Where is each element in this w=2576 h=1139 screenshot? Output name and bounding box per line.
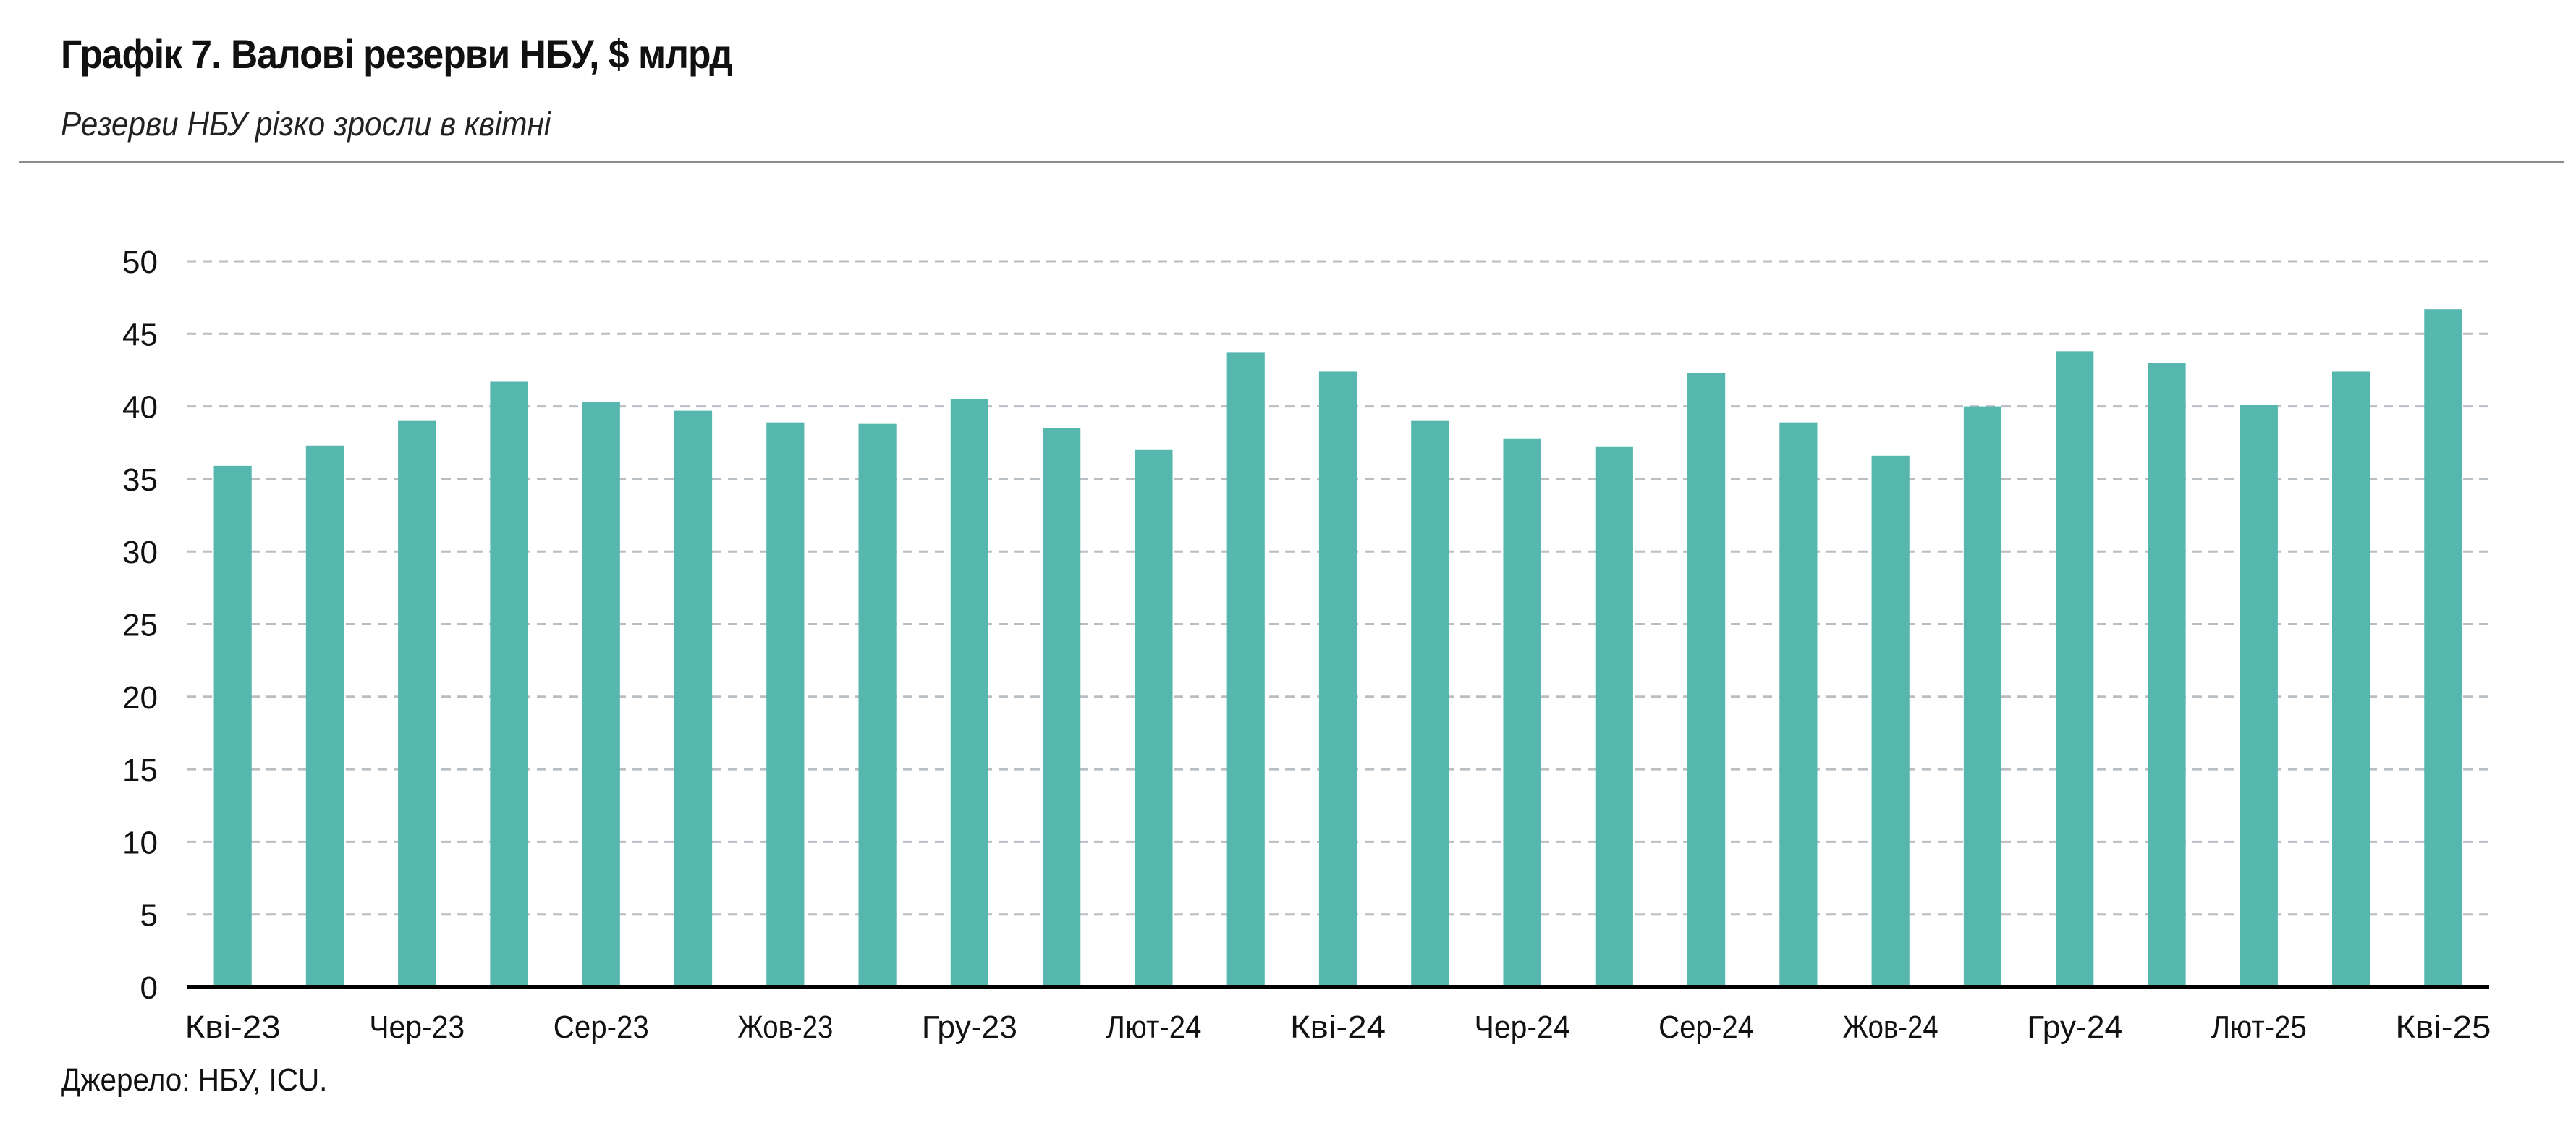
x-tick-label: Сер-23 <box>554 1009 649 1045</box>
bar <box>1595 446 1633 987</box>
bar <box>1503 438 1541 987</box>
bar <box>582 402 620 987</box>
bar <box>858 423 897 987</box>
y-tick-label: 5 <box>140 898 158 933</box>
chart-title: Графік 7. Валові резерви НБУ, $ млрд <box>61 31 733 77</box>
bar <box>1871 455 1910 987</box>
bar <box>2240 405 2278 987</box>
x-tick-label: Жов-23 <box>737 1009 833 1045</box>
y-tick-label: 40 <box>122 390 158 425</box>
bar <box>1318 371 1357 987</box>
x-tick-label: Гру-24 <box>2027 1009 2122 1045</box>
y-tick-label: 45 <box>122 317 158 352</box>
x-axis-tick-labels: Кві-23 Чер-23 Сер-23 Жов-23 Гру-23 Лют-24 Кві-… <box>185 1009 2491 1045</box>
bar <box>1226 352 1265 987</box>
bar <box>2056 351 2094 987</box>
x-tick-label: Кві-24 <box>1290 1009 1386 1045</box>
x-tick-label: Лют-25 <box>2211 1009 2307 1045</box>
bar <box>2148 363 2186 987</box>
bar <box>1687 373 1726 987</box>
bar <box>2331 371 2370 987</box>
x-tick-label: Кві-23 <box>185 1009 281 1045</box>
bar <box>1963 406 2002 987</box>
x-tick-label: Чер-23 <box>369 1009 465 1045</box>
y-tick-label: 15 <box>122 753 158 788</box>
x-tick-label: Чер-24 <box>1475 1009 1570 1045</box>
bar <box>1411 420 1449 987</box>
y-tick-label: 25 <box>122 608 158 643</box>
bar <box>950 399 988 987</box>
y-tick-label: 35 <box>122 462 158 498</box>
x-tick-label: Жов-24 <box>1843 1009 1939 1045</box>
bar <box>490 381 528 987</box>
x-tick-label: Лют-24 <box>1106 1009 1201 1045</box>
y-tick-label: 50 <box>122 245 158 280</box>
bar <box>1135 449 1173 987</box>
bar <box>1043 428 1081 987</box>
y-tick-label: 20 <box>122 680 158 716</box>
bar <box>2424 309 2462 987</box>
bar <box>1779 422 1818 987</box>
bar <box>398 420 436 987</box>
bar <box>674 410 713 987</box>
bars <box>213 309 2462 987</box>
x-tick-label: Сер-24 <box>1658 1009 1754 1045</box>
chart-subtitle: Резерви НБУ різко зросли в квітні <box>61 105 551 143</box>
y-axis-tick-labels: 0 5 10 15 20 25 30 35 40 45 50 <box>122 245 158 1006</box>
x-tick-label: Кві-25 <box>2395 1009 2491 1045</box>
x-tick-label: Гру-23 <box>922 1009 1017 1045</box>
y-tick-label: 10 <box>122 825 158 860</box>
bar <box>213 465 252 987</box>
header-divider <box>19 161 2564 163</box>
bar <box>305 445 344 987</box>
source-note: Джерело: НБУ, ICU. <box>61 1062 328 1098</box>
y-tick-label: 0 <box>140 970 158 1006</box>
bar <box>766 422 805 987</box>
y-tick-label: 30 <box>122 535 158 570</box>
